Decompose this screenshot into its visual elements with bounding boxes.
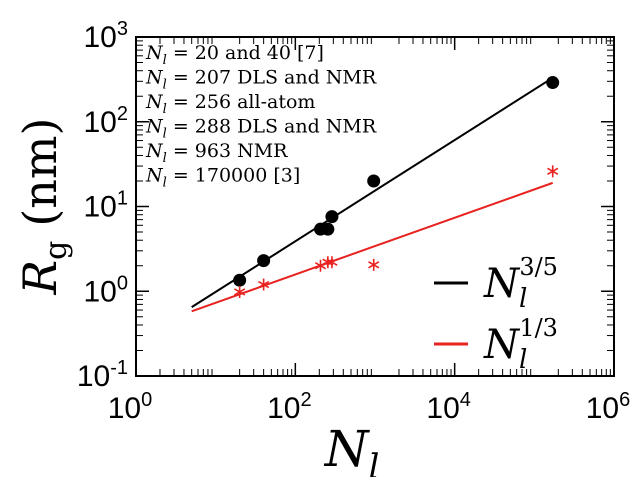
- x-tick-label: 104: [426, 389, 471, 425]
- x-tick-exponent: 4: [460, 389, 471, 411]
- x-tick-base: 10: [108, 392, 141, 425]
- annotation-subscript: l: [163, 53, 167, 68]
- fit-line-2: [191, 181, 554, 313]
- annotation-subscript: l: [163, 127, 167, 142]
- x-axis-label-main: N: [324, 420, 371, 477]
- y-tick-base: 10: [77, 360, 110, 393]
- data-point-asterisk: [258, 278, 270, 291]
- annotation-symbol: N: [145, 42, 164, 64]
- annotation-subscript: l: [163, 78, 167, 93]
- y-tick-label: 10-1: [77, 357, 128, 393]
- y-axis-label: Rg (nm): [13, 118, 74, 296]
- annotation-symbol: N: [145, 67, 164, 89]
- data-point-circle: [321, 222, 335, 236]
- fit-line-1: [191, 76, 554, 308]
- y-tick-label: 101: [84, 188, 129, 224]
- annotation-text: = 207 DLS and NMR: [167, 67, 377, 89]
- legend-label-2: Nl 1/3: [483, 314, 558, 375]
- annotation-symbol: N: [145, 140, 164, 162]
- annotation-text: = 20 and 40 [7]: [167, 42, 324, 64]
- legend-label-sup: 1/3: [519, 314, 558, 342]
- x-axis-label: Nl: [324, 420, 380, 477]
- data-point-asterisk: [326, 256, 338, 269]
- data-point-circle: [546, 76, 560, 90]
- legend-label-sub: l: [519, 345, 527, 375]
- data-point-circle: [325, 210, 339, 224]
- major-ticks: [135, 36, 615, 377]
- x-tick-base: 10: [267, 392, 300, 425]
- x-tick-base: 10: [426, 392, 459, 425]
- data-point-asterisk: [547, 165, 559, 178]
- legend-label-1: Nl 3/5: [483, 253, 558, 314]
- y-tick-base: 10: [84, 21, 117, 54]
- y-tick-exponent: 1: [117, 188, 128, 210]
- fit-lines: [191, 76, 554, 313]
- annotation-line: Nl = 256 all-atom: [145, 91, 315, 117]
- data-point-asterisk: [234, 285, 246, 298]
- data-markers: [233, 76, 560, 298]
- x-tick-exponent: 6: [619, 389, 630, 411]
- y-axis-label-main: R: [13, 260, 67, 296]
- minor-ticks: [136, 37, 614, 376]
- annotation-line: Nl = 288 DLS and NMR: [145, 116, 377, 142]
- annotation-symbol: N: [145, 165, 164, 187]
- data-point-circle: [367, 174, 381, 188]
- x-tick-label: 106: [586, 389, 631, 425]
- legend-label-sup: 3/5: [519, 253, 558, 281]
- x-tick-exponent: 0: [141, 389, 152, 411]
- annotation-text: = 256 all-atom: [167, 91, 316, 113]
- annotation-line: Nl = 207 DLS and NMR: [145, 67, 377, 93]
- y-axis-label-unit: (nm): [13, 118, 67, 227]
- annotation-subscript: l: [163, 151, 167, 166]
- y-tick-label: 103: [84, 18, 129, 54]
- annotation-subscript: l: [163, 102, 167, 117]
- x-tick-base: 10: [586, 392, 619, 425]
- x-tick-labels: 100 102 104 106: [108, 389, 631, 425]
- legend-label-sub: l: [519, 284, 527, 314]
- annotation-line: Nl = 963 NMR: [145, 140, 288, 166]
- y-tick-exponent: 2: [117, 103, 128, 125]
- y-tick-exponent: -1: [110, 357, 128, 379]
- annotation-line: Nl = 20 and 40 [7]: [145, 42, 324, 68]
- y-tick-exponent: 0: [117, 272, 128, 294]
- data-point-asterisk: [368, 258, 380, 271]
- y-tick-exponent: 3: [117, 18, 128, 40]
- y-tick-base: 10: [84, 275, 117, 308]
- x-tick-exponent: 2: [300, 389, 311, 411]
- data-point-circle: [233, 273, 247, 287]
- data-point-circle: [257, 254, 271, 268]
- annotation-text: = 170000 [3]: [167, 165, 300, 187]
- annotation-symbol: N: [145, 91, 164, 113]
- annotation-symbol: N: [145, 116, 164, 138]
- y-tick-base: 10: [84, 191, 117, 224]
- annotation-block: Nl = 20 and 40 [7]Nl = 207 DLS and NMRNl…: [145, 42, 377, 191]
- x-tick-label: 100: [108, 389, 153, 425]
- x-axis-label-sub: l: [368, 447, 379, 477]
- annotation-line: Nl = 170000 [3]: [145, 165, 300, 191]
- y-tick-base: 10: [84, 106, 117, 139]
- y-tick-label: 102: [84, 103, 129, 139]
- annotation-text: = 288 DLS and NMR: [167, 116, 377, 138]
- annotation-subscript: l: [163, 176, 167, 191]
- x-tick-label: 102: [267, 389, 312, 425]
- legend-label-main: N: [483, 261, 521, 307]
- legend-label-main: N: [483, 322, 521, 368]
- y-axis-label-sub: g: [39, 241, 74, 260]
- annotation-text: = 963 NMR: [167, 140, 288, 162]
- y-tick-label: 100: [84, 272, 129, 308]
